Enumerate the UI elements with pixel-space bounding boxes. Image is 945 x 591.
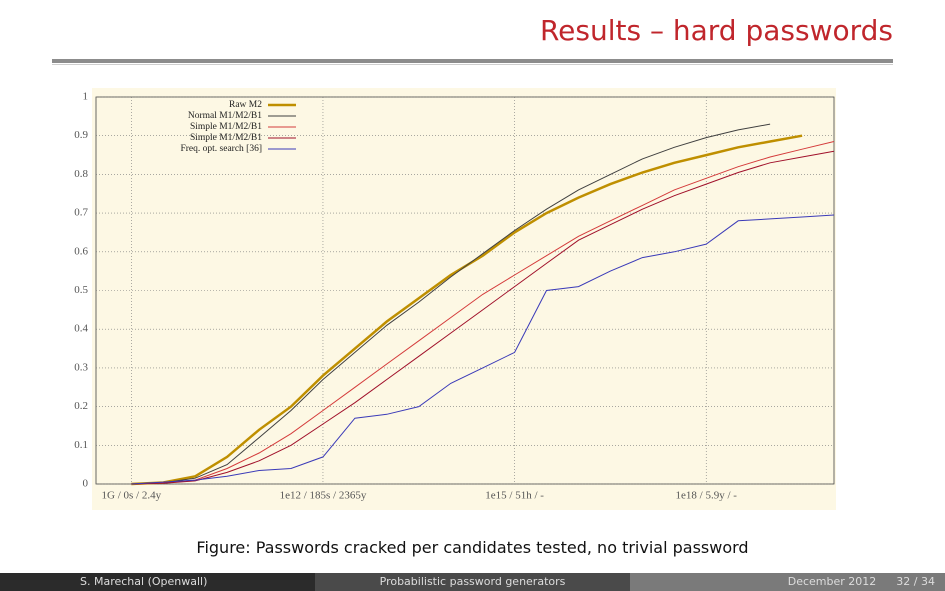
y-tick-label: 0.3 [74, 361, 88, 373]
caption: Figure: Passwords cracked per candidates… [196, 538, 749, 557]
footer-author: S. Marechal (Openwall) [0, 573, 315, 591]
y-tick-label: 0.6 [74, 245, 88, 257]
legend-label: Freq. opt. search [36] [180, 144, 262, 154]
y-tick-label: 0.5 [74, 284, 88, 296]
rule [52, 64, 893, 65]
legend-label: Raw M2 [229, 100, 262, 110]
y-tick-label: 0.8 [74, 168, 88, 180]
y-tick-label: 1 [83, 91, 89, 103]
footer-talk: Probabilistic password generators [315, 573, 630, 591]
series-line [131, 141, 835, 485]
series-line [131, 214, 835, 485]
legend-label: Normal M1/M2/B1 [188, 111, 262, 121]
slide-title: Results – hard passwords [539, 14, 893, 47]
series-line [131, 123, 771, 485]
x-tick-label: 1G / 0s / 2.4y [102, 490, 162, 502]
y-tick-label: 0.7 [74, 207, 88, 219]
footer-date: December 2012 [787, 575, 877, 588]
y-tick-label: 0.2 [74, 400, 88, 412]
rule [52, 59, 893, 63]
x-tick-label: 1e18 / 5.9y / - [676, 490, 738, 502]
chart-background [92, 88, 836, 510]
y-tick-label: 0 [83, 478, 89, 490]
footer-page: 32 / 34 [896, 575, 935, 588]
y-tick-label: 0.9 [74, 129, 88, 141]
x-tick-label: 1e12 / 185s / 2365y [280, 490, 367, 502]
y-tick-label: 0.4 [74, 323, 88, 335]
y-tick-label: 0.1 [74, 439, 88, 451]
footer-date-page: December 2012 32 / 34 [630, 573, 945, 591]
series-line [131, 150, 835, 485]
legend-label: Simple M1/M2/B1 [190, 133, 262, 143]
chart: 0 0.1 0.2 0.3 0.4 0.5 0.6 0.7 0.8 0.9 1 1G / 0s / 2… [74, 88, 836, 510]
x-tick-label: 1e15 / 51h / - [485, 490, 544, 502]
legend-label: Simple M1/M2/B1 [190, 122, 262, 132]
footer: S. Marechal (Openwall) Probabilistic pas… [0, 573, 945, 591]
